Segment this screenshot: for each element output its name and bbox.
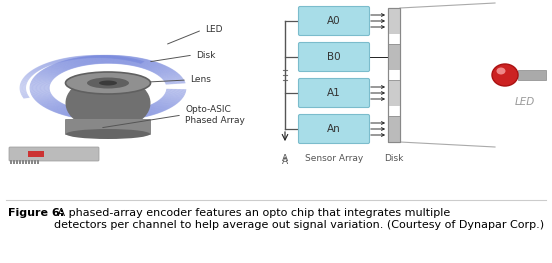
Text: A1: A1 bbox=[327, 88, 341, 98]
Ellipse shape bbox=[496, 68, 506, 74]
FancyBboxPatch shape bbox=[299, 114, 369, 144]
Bar bbox=[388, 116, 400, 142]
Ellipse shape bbox=[66, 129, 150, 139]
Bar bbox=[388, 44, 400, 70]
Bar bbox=[388, 8, 400, 142]
FancyBboxPatch shape bbox=[299, 7, 369, 36]
Text: Opto-ASIC
Phased Array: Opto-ASIC Phased Array bbox=[185, 105, 245, 125]
Bar bbox=[16, 160, 18, 164]
FancyBboxPatch shape bbox=[299, 43, 369, 72]
Bar bbox=[13, 160, 15, 164]
Bar bbox=[37, 160, 39, 164]
Bar bbox=[388, 8, 400, 34]
Bar bbox=[28, 151, 44, 157]
Text: LED: LED bbox=[515, 97, 535, 107]
Ellipse shape bbox=[99, 80, 117, 85]
Text: LED: LED bbox=[205, 26, 222, 34]
FancyBboxPatch shape bbox=[65, 119, 151, 135]
Text: A: A bbox=[282, 157, 288, 166]
Bar bbox=[388, 80, 400, 106]
FancyBboxPatch shape bbox=[9, 147, 99, 161]
Text: Sensor Array: Sensor Array bbox=[305, 154, 363, 163]
Text: A phased-array encoder features an opto chip that integrates multiple
detectors : A phased-array encoder features an opto … bbox=[54, 208, 544, 230]
Bar bbox=[31, 160, 33, 164]
Ellipse shape bbox=[66, 75, 151, 130]
Bar bbox=[34, 160, 36, 164]
Ellipse shape bbox=[66, 72, 151, 94]
Text: B0: B0 bbox=[327, 52, 341, 62]
Text: A0: A0 bbox=[327, 16, 341, 26]
Text: A: A bbox=[282, 154, 288, 163]
Text: Lens: Lens bbox=[190, 75, 211, 84]
FancyBboxPatch shape bbox=[299, 78, 369, 108]
Text: Figure 6:: Figure 6: bbox=[8, 208, 64, 218]
Bar bbox=[25, 160, 27, 164]
Bar bbox=[28, 160, 30, 164]
Ellipse shape bbox=[87, 78, 129, 89]
Text: Disk: Disk bbox=[384, 154, 404, 163]
Bar bbox=[22, 160, 24, 164]
Bar bbox=[19, 160, 21, 164]
Bar bbox=[388, 8, 400, 142]
Bar bbox=[518, 70, 546, 80]
Text: An: An bbox=[327, 124, 341, 134]
Ellipse shape bbox=[492, 64, 518, 86]
Bar bbox=[10, 160, 12, 164]
Text: Disk: Disk bbox=[196, 50, 215, 59]
